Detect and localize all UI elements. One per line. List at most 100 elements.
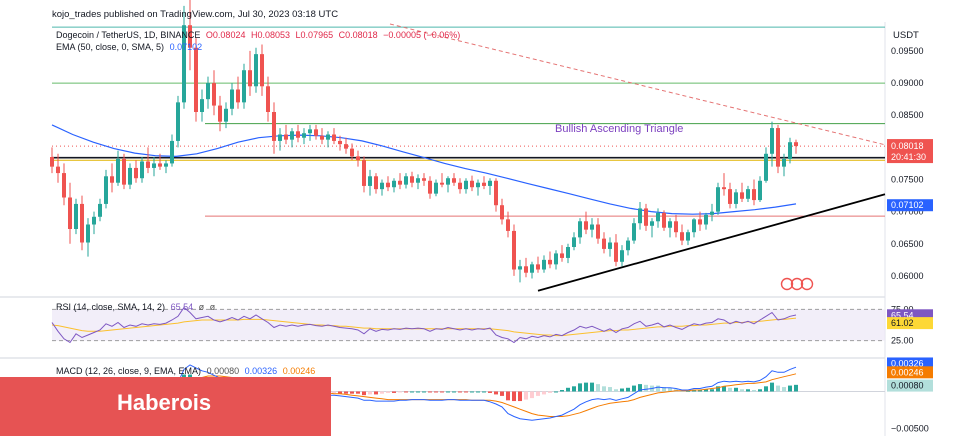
candle-body — [716, 187, 720, 212]
price-tag-value: 0.08018 — [891, 141, 924, 151]
macd-histogram-bar — [512, 391, 516, 402]
candle-body — [518, 266, 522, 270]
candle-body — [392, 180, 396, 188]
price-tag-countdown: 20:41:30 — [891, 152, 926, 162]
macd-histogram-bar — [416, 391, 420, 393]
candle-body — [236, 89, 240, 103]
rsi-value: 65.54 — [170, 302, 194, 312]
macd-histogram-bar — [476, 391, 480, 393]
candle-body — [500, 205, 504, 220]
macd-histogram-bar — [464, 391, 468, 393]
candle-body — [200, 99, 204, 112]
candle-body — [224, 108, 228, 122]
candle-body — [452, 178, 456, 183]
macd-histogram-bar — [782, 387, 786, 392]
candle-body — [458, 182, 462, 190]
candle-body — [368, 176, 372, 186]
candle-body — [416, 178, 420, 183]
candle-body — [278, 134, 282, 141]
macd-histogram-bar — [452, 391, 456, 393]
candle-body — [578, 221, 582, 238]
macd-histogram-bar — [392, 391, 396, 393]
candle-body — [326, 134, 330, 140]
macd-histogram-bar — [338, 391, 342, 394]
candle-body — [398, 180, 402, 185]
macd-tick-label: −0.00500 — [891, 423, 929, 433]
candle-body — [572, 237, 576, 247]
candle-body — [776, 128, 780, 167]
macd-histogram-bar — [446, 391, 450, 393]
macd-histogram-bar — [686, 390, 690, 392]
candle-body — [512, 230, 516, 270]
macd-histogram-bar — [332, 391, 336, 393]
candle-body — [548, 259, 552, 265]
candle-body — [266, 86, 270, 112]
macd-histogram-bar — [614, 389, 618, 392]
macd-histogram-bar — [554, 391, 558, 393]
candle-body — [206, 83, 210, 100]
candle-body — [170, 140, 174, 164]
macd-histogram-bar — [662, 387, 666, 392]
candle-body — [596, 224, 600, 239]
ohlc-close: C0.08018 — [338, 30, 378, 40]
candle-body — [302, 133, 306, 138]
macd-histogram-bar — [698, 390, 702, 392]
candle-body — [56, 166, 60, 174]
ohlc-high: H0.08053 — [250, 30, 291, 40]
macd-histogram-bar — [752, 390, 756, 392]
candle-body — [176, 102, 180, 141]
macd-histogram-bar — [740, 389, 744, 392]
candle-body — [770, 128, 774, 154]
rsi-tag-value: 65.54 — [891, 310, 914, 320]
candle-body — [638, 208, 642, 224]
candle-body — [626, 240, 630, 251]
macd-histogram-bar — [494, 391, 498, 395]
macd-histogram-bar — [632, 385, 636, 392]
candle-body — [380, 182, 384, 190]
candle-body — [284, 134, 288, 140]
ema-label: EMA (50, close, 0, SMA, 5) — [56, 42, 165, 52]
macd-histogram-bar — [380, 391, 384, 394]
price-tick-label: 0.09000 — [891, 78, 924, 88]
candle-body — [764, 153, 768, 181]
candle-body — [650, 221, 654, 226]
macd-histogram-bar — [560, 390, 564, 392]
symbol-legend: Dogecoin / TetherUS, 1D, BINANCE O0.0802… — [56, 30, 463, 40]
macd-histogram-bar — [362, 391, 366, 396]
candle-body — [230, 89, 234, 109]
candle-body — [758, 180, 762, 201]
candle-body — [140, 161, 144, 179]
candle-body — [464, 180, 468, 190]
candle-body — [296, 131, 300, 138]
price-tag-bg — [887, 139, 933, 164]
ema-tag-value: 0.07102 — [891, 200, 924, 210]
candle-body — [584, 221, 588, 230]
macd-hist-value: 0.00080 — [206, 366, 240, 376]
macd-histogram-bar — [692, 390, 696, 392]
ohlc-open: O0.08024 — [205, 30, 246, 40]
candle-body — [212, 83, 216, 106]
macd-histogram-bar — [518, 391, 522, 402]
candle-body — [542, 259, 546, 270]
candle-body — [692, 219, 696, 233]
macd-histogram-bar — [344, 391, 348, 394]
ema-line — [51, 124, 797, 215]
candle-body — [674, 221, 678, 233]
macd-histogram-bar — [458, 391, 462, 393]
candle-body — [50, 157, 54, 167]
candle-body — [662, 212, 666, 228]
candle-body — [560, 253, 564, 258]
candle-body — [506, 219, 510, 231]
macd-histogram-bar — [710, 389, 714, 392]
macd-histogram-bar — [410, 391, 414, 393]
rsi-label: RSI (14, close, SMA, 14, 2) — [56, 302, 166, 312]
macd-histogram-bar — [350, 391, 354, 394]
macd-tag-bg — [887, 366, 933, 379]
price-tick-label: 0.09500 — [891, 46, 924, 56]
watermark-text: Haberois — [117, 390, 212, 415]
rsi-tick-25: 25.00 — [891, 336, 914, 346]
candle-body — [92, 216, 96, 225]
candle-body — [350, 148, 354, 157]
macd-tag-value: 0.00080 — [891, 381, 924, 391]
